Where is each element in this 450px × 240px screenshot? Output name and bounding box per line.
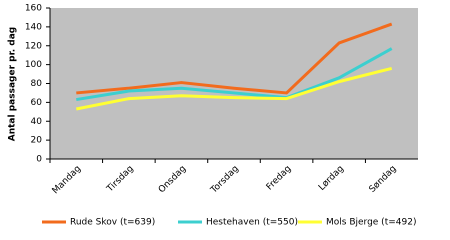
data-line [75,66,393,111]
y-tick-label: 80 [31,79,43,89]
x-tick-label: Lørdag [317,164,346,193]
x-tick-label: Onsdag [157,164,188,195]
y-tick-label: 120 [25,41,42,51]
y-tick-label: 160 [25,4,42,14]
x-tick-label: Tirsdag [105,164,136,195]
x-tick-label: Fredag [265,164,294,193]
legend-label: Rude Skov (t=639) [70,218,155,228]
y-tick-label: 60 [31,98,43,108]
x-tick-label: Torsdag [208,164,240,196]
data-line [76,47,393,102]
y-tick-label: 140 [25,22,42,32]
y-tick-label: 100 [25,60,42,70]
x-tick-label: Mandag [51,164,83,196]
legend-label: Hestehaven (t=550) [206,218,298,228]
y-tick-label: 20 [31,136,43,146]
data-line [76,22,393,95]
legend-label: Mols Bjerge (t=492) [326,218,416,228]
y-axis-label: Antal passager pr. dag [8,27,18,142]
y-tick-label: 0 [36,155,42,165]
y-tick-label: 40 [31,117,43,127]
plot-area [50,8,418,159]
x-tick-label: Søndag [368,164,399,195]
